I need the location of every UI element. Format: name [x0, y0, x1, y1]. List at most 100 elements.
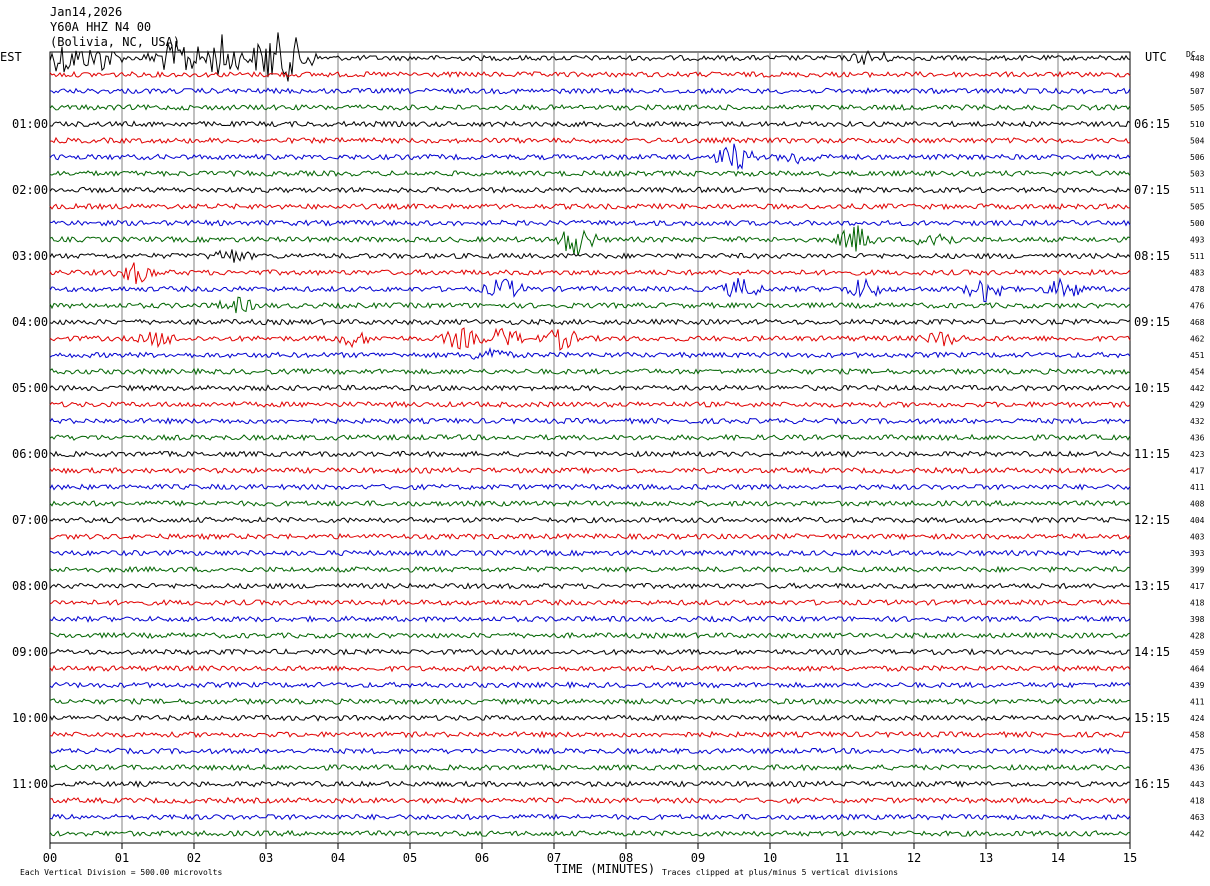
x-tick-label: 14: [1051, 851, 1065, 865]
seismic-trace: [49, 417, 1131, 425]
header-station: Y60A HHZ N4 00: [50, 20, 151, 34]
left-hour-label: 07:00: [12, 513, 48, 527]
seismic-trace: [49, 466, 1131, 475]
seismic-trace: [49, 87, 1131, 95]
dc-offset-label: 399: [1190, 566, 1205, 575]
dc-offset-label: 464: [1190, 665, 1205, 674]
dc-offset-label: 462: [1190, 335, 1205, 344]
dc-offset-label: 511: [1190, 186, 1205, 195]
dc-offset-label: 468: [1190, 318, 1205, 327]
seismic-trace: [49, 714, 1131, 722]
seismic-trace: [49, 516, 1131, 524]
dc-offset-label: 398: [1190, 615, 1205, 624]
right-hour-label: 06:15: [1134, 117, 1170, 131]
dc-offset-label: 476: [1190, 302, 1205, 311]
dc-offset-label: 448: [1190, 54, 1205, 63]
seismic-trace: [49, 347, 1131, 360]
seismic-trace: [49, 796, 1131, 805]
x-tick-label: 05: [403, 851, 417, 865]
x-tick-label: 15: [1123, 851, 1137, 865]
footer-clip-note: Traces clipped at plus/minus 5 vertical …: [662, 868, 898, 877]
dc-offset-label: 443: [1190, 780, 1205, 789]
dc-offset-label: 451: [1190, 351, 1205, 360]
dc-offset-label: 393: [1190, 549, 1205, 558]
seismic-trace: [49, 120, 1131, 128]
x-tick-label: 07: [547, 851, 561, 865]
seismic-trace: [49, 499, 1131, 508]
right-hour-label: 15:15: [1134, 711, 1170, 725]
dc-offset-label: 478: [1190, 285, 1205, 294]
seismic-trace: [49, 400, 1131, 409]
seismic-trace: [49, 664, 1131, 673]
right-hour-label: 16:15: [1134, 777, 1170, 791]
x-tick-label: 09: [691, 851, 705, 865]
seismic-trace: [49, 730, 1131, 739]
x-tick-label: 12: [907, 851, 921, 865]
x-tick-label: 06: [475, 851, 489, 865]
seismic-trace: [49, 384, 1131, 392]
left-hour-label: 05:00: [12, 381, 48, 395]
seismic-trace: [49, 70, 1131, 79]
seismic-trace: [49, 32, 1131, 82]
x-tick-label: 03: [259, 851, 273, 865]
right-hour-label: 12:15: [1134, 513, 1170, 527]
dc-offset-label: 418: [1190, 797, 1205, 806]
seismic-trace: [49, 780, 1131, 788]
seismic-trace: [49, 225, 1131, 256]
seismic-trace: [49, 296, 1131, 314]
dc-offset-label: 454: [1190, 368, 1205, 377]
seismic-trace: [49, 697, 1131, 706]
seismic-trace: [49, 143, 1131, 171]
dc-offset-label: 505: [1190, 104, 1205, 113]
left-hour-label: 03:00: [12, 249, 48, 263]
dc-offset-label: 459: [1190, 648, 1205, 657]
trace-rows: [49, 32, 1131, 838]
seismic-trace: [49, 582, 1131, 590]
dc-offset-label: 507: [1190, 87, 1205, 96]
dc-offset-label: 439: [1190, 681, 1205, 690]
dc-offset-label: 411: [1190, 698, 1205, 707]
seismic-trace: [49, 483, 1131, 491]
seismic-trace: [49, 648, 1131, 656]
dc-offset-label: 429: [1190, 401, 1205, 410]
minute-grid: [121, 52, 1059, 843]
seismic-trace: [49, 549, 1131, 557]
left-hour-label: 09:00: [12, 645, 48, 659]
seismic-trace: [49, 829, 1131, 838]
dc-offset-label: 408: [1190, 500, 1205, 509]
left-hour-label: 10:00: [12, 711, 48, 725]
seismic-trace: [49, 763, 1131, 772]
dc-offset-label: 463: [1190, 813, 1205, 822]
left-hour-labels: 01:00 02:00 03:00 04:00 05:00 06:00 07:00 08:00…: [12, 117, 48, 791]
right-hour-labels: 06:15 07:15 08:15 09:15 10:15 11:15 12:15 13:15…: [1134, 117, 1170, 791]
dc-offset-label: 493: [1190, 236, 1205, 245]
dc-offset-label: 403: [1190, 533, 1205, 542]
dc-offset-label: 498: [1190, 71, 1205, 80]
dc-offset-label: 505: [1190, 203, 1205, 212]
left-hour-label: 01:00: [12, 117, 48, 131]
x-axis-label: TIME (MINUTES): [554, 862, 655, 876]
seismic-trace: [49, 450, 1131, 458]
seismic-trace: [49, 262, 1131, 285]
dc-offset-label: 442: [1190, 384, 1205, 393]
right-hour-label: 11:15: [1134, 447, 1170, 461]
seismic-trace: [49, 318, 1131, 326]
x-tick-label: 10: [763, 851, 777, 865]
dc-offset-label: 428: [1190, 632, 1205, 641]
left-hour-label: 02:00: [12, 183, 48, 197]
dc-offset-label: 503: [1190, 170, 1205, 179]
plot-frame: [49, 51, 1131, 844]
dc-offset-label: 432: [1190, 417, 1205, 426]
x-tick-label: 13: [979, 851, 993, 865]
seismic-trace: [49, 219, 1131, 227]
seismic-trace: [49, 202, 1131, 211]
seismic-trace: [49, 367, 1131, 376]
seismic-trace: [49, 169, 1131, 178]
left-timezone-label: EST: [0, 50, 22, 64]
seismic-trace: [49, 598, 1131, 607]
right-hour-label: 08:15: [1134, 249, 1170, 263]
dc-offset-label: 411: [1190, 483, 1205, 492]
dc-offset-label: 483: [1190, 269, 1205, 278]
seismic-trace: [49, 615, 1131, 623]
